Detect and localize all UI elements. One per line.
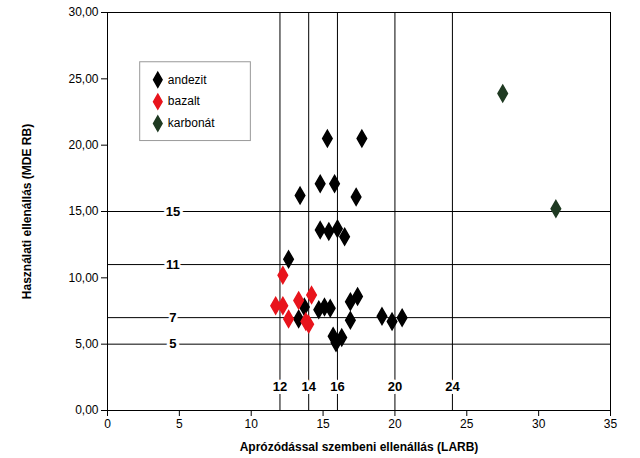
svg-text:11: 11 — [166, 257, 180, 272]
svg-text:10: 10 — [245, 417, 259, 431]
svg-text:bazalt: bazalt — [168, 94, 201, 108]
svg-text:Aprózódással szembeni ellenáll: Aprózódással szembeni ellenállás (LARB) — [240, 440, 479, 454]
svg-text:30,00: 30,00 — [68, 5, 98, 19]
svg-text:20: 20 — [388, 417, 402, 431]
svg-text:35: 35 — [604, 417, 618, 431]
svg-text:25: 25 — [460, 417, 474, 431]
svg-text:0,00: 0,00 — [75, 403, 99, 417]
svg-text:15: 15 — [316, 417, 330, 431]
svg-text:5: 5 — [176, 417, 183, 431]
svg-text:25,00: 25,00 — [68, 72, 98, 86]
svg-text:10,00: 10,00 — [68, 271, 98, 285]
svg-text:Használati ellenállás (MDE RB): Használati ellenállás (MDE RB) — [20, 124, 34, 299]
svg-text:karbonát: karbonát — [168, 116, 215, 130]
svg-text:15,00: 15,00 — [68, 204, 98, 218]
svg-text:15: 15 — [166, 204, 180, 219]
svg-text:20,00: 20,00 — [68, 138, 98, 152]
svg-text:20: 20 — [388, 379, 402, 394]
svg-text:5,00: 5,00 — [75, 337, 99, 351]
svg-text:14: 14 — [301, 379, 316, 394]
svg-text:0: 0 — [104, 417, 111, 431]
svg-text:andezit: andezit — [168, 73, 207, 87]
svg-text:5: 5 — [169, 336, 176, 351]
svg-text:24: 24 — [445, 379, 460, 394]
svg-text:12: 12 — [273, 379, 287, 394]
svg-text:7: 7 — [169, 310, 176, 325]
svg-text:30: 30 — [532, 417, 546, 431]
svg-text:16: 16 — [330, 379, 344, 394]
